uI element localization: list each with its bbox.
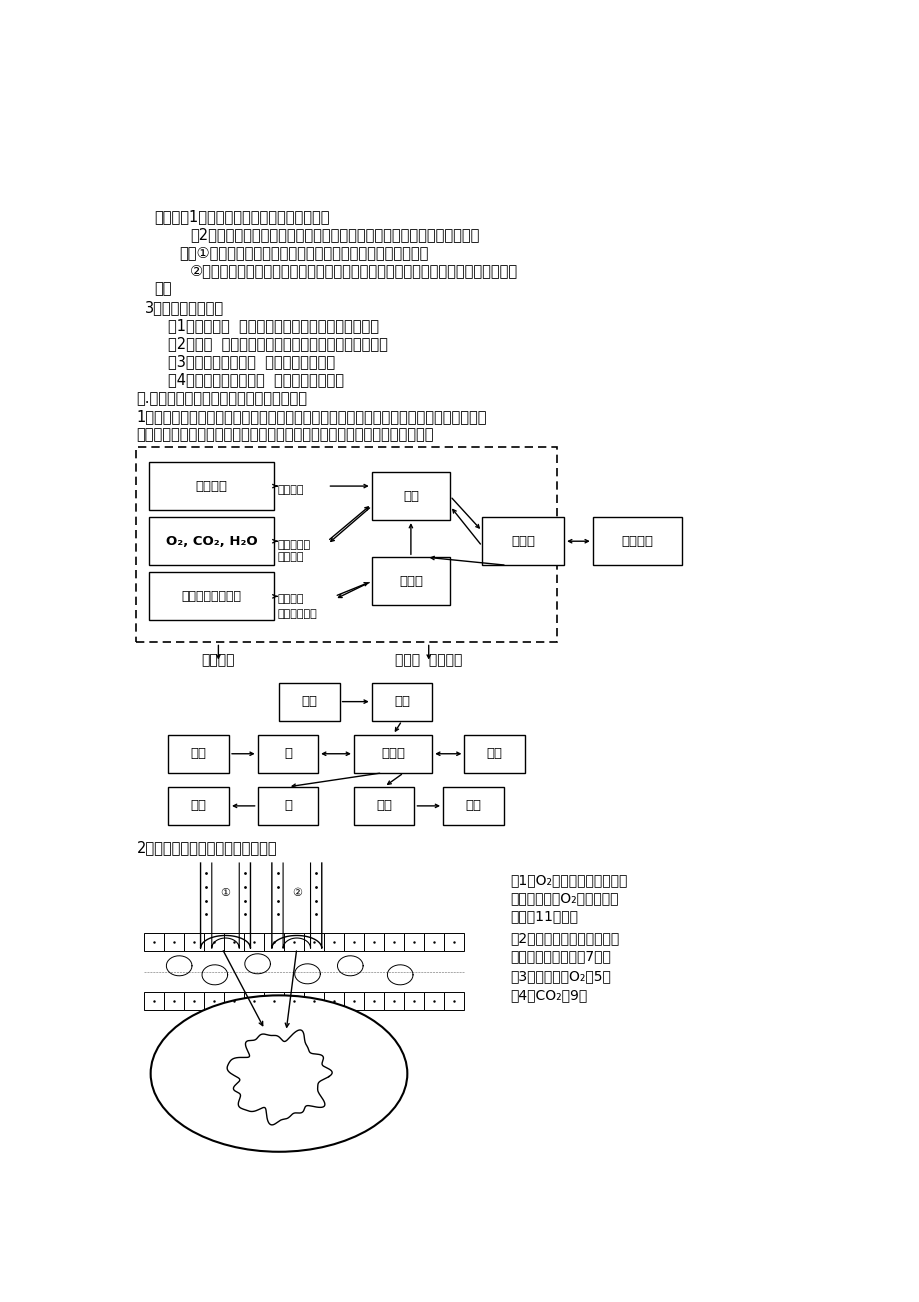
Bar [244, 934, 264, 952]
Bar [164, 992, 184, 1010]
Text: 肾小管重吸收: 肾小管重吸收 [278, 609, 317, 620]
Bar [424, 992, 444, 1010]
Text: 体外: 体外 [301, 695, 317, 708]
Text: ②因为呼吸酶、血红蛋白是细胞内蛋白，载体是细胞膜上的蛋白，消化酶存在于消化: ②因为呼吸酶、血红蛋白是细胞内蛋白，载体是细胞膜上的蛋白，消化酶存在于消化 [189, 263, 517, 279]
Text: 呼吸系统: 呼吸系统 [278, 552, 304, 562]
Bar [344, 992, 364, 1010]
FancyBboxPatch shape [371, 682, 432, 721]
FancyBboxPatch shape [443, 786, 503, 825]
FancyBboxPatch shape [168, 734, 229, 773]
Text: 3．组织水肿的原因: 3．组织水肿的原因 [145, 301, 224, 315]
Bar [403, 992, 424, 1010]
Bar [203, 934, 223, 952]
Bar [303, 992, 323, 1010]
Bar [424, 934, 444, 952]
Text: （2）过敏  毛细血管的通透性上升，组织液渗透压上升: （2）过敏 毛细血管的通透性上升，组织液渗透压上升 [168, 336, 388, 352]
FancyBboxPatch shape [371, 473, 449, 521]
Bar [444, 934, 464, 952]
Bar [143, 934, 164, 952]
Text: 体外: 体外 [465, 799, 481, 812]
FancyBboxPatch shape [464, 734, 525, 773]
Bar [244, 992, 264, 1010]
Text: 组织液: 组织液 [511, 535, 535, 548]
Bar [323, 934, 344, 952]
FancyBboxPatch shape [136, 447, 557, 642]
Bar [184, 934, 203, 952]
Text: 的物质，同时又不断排出代谢所产生的废物，从而维持细胞正常的生命活动。: 的物质，同时又不断排出代谢所产生的废物，从而维持细胞正常的生命活动。 [136, 427, 434, 443]
Text: 2．计算物质至少穿过的生物膜层数: 2．计算物质至少穿过的生物膜层数 [136, 841, 277, 855]
Text: 营养物质: 营养物质 [196, 479, 227, 492]
Text: 细胞: 细胞 [486, 747, 502, 760]
FancyBboxPatch shape [149, 462, 274, 510]
Text: 淋巴液: 淋巴液 [399, 574, 423, 587]
Text: 外界环境: 外界环境 [201, 654, 235, 668]
Text: （1）营养不良  血浆渗透压下降，组织液渗透压下降: （1）营养不良 血浆渗透压下降，组织液渗透压下降 [168, 318, 379, 333]
FancyBboxPatch shape [592, 517, 681, 565]
Bar [264, 992, 284, 1010]
Bar [403, 934, 424, 952]
Bar [444, 992, 464, 1010]
Text: 腔。: 腔。 [154, 281, 172, 296]
Bar [344, 934, 364, 952]
Bar [223, 992, 244, 1010]
Bar [384, 992, 403, 1010]
Bar [264, 934, 284, 952]
FancyBboxPatch shape [482, 517, 563, 565]
Bar [164, 934, 184, 952]
Text: 血浆: 血浆 [403, 490, 418, 503]
FancyBboxPatch shape [257, 786, 318, 825]
Text: 小肠: 小肠 [393, 695, 410, 708]
Text: （2）纤维蛋白质、尿素、胰岛素、呼吸酶、胰岛素是否处于内环境成分？: （2）纤维蛋白质、尿素、胰岛素、呼吸酶、胰岛素是否处于内环境成分？ [189, 227, 479, 242]
Ellipse shape [151, 995, 407, 1152]
Text: 三.细胞通过内环境与外界环境进行物质交换: 三.细胞通过内环境与外界环境进行物质交换 [136, 392, 307, 406]
Text: 内环境  循环系统: 内环境 循环系统 [394, 654, 462, 668]
Text: 泌尿系统: 泌尿系统 [278, 594, 304, 604]
Bar [303, 934, 323, 952]
Text: 消化、呼吸: 消化、呼吸 [278, 540, 311, 551]
Text: 少穿过11层膜。: 少穿过11层膜。 [510, 909, 578, 923]
Text: 废物，水，无机盐: 废物，水，无机盐 [181, 590, 242, 603]
Text: （4）CO₂：9层: （4）CO₂：9层 [510, 988, 587, 1003]
Text: 皮肤: 皮肤 [376, 799, 391, 812]
Text: （3）血浆中的O₂：5层: （3）血浆中的O₂：5层 [510, 969, 611, 983]
Text: 消化系统: 消化系统 [278, 486, 304, 495]
Text: O₂, CO₂, H₂O: O₂, CO₂, H₂O [165, 535, 257, 548]
Bar [284, 934, 303, 952]
Bar [223, 934, 244, 952]
Text: 粒体被运用，O₂进入人体至: 粒体被运用，O₂进入人体至 [510, 891, 618, 905]
Text: 补充：（1）草履虫等单细胞生物没有内环境: 补充：（1）草履虫等单细胞生物没有内环境 [154, 208, 329, 224]
Text: （4）局部组织代谢过旺  组织液渗透压上升: （4）局部组织代谢过旺 组织液渗透压上升 [168, 372, 344, 387]
Text: 内环境: 内环境 [380, 747, 404, 760]
Text: 肾: 肾 [284, 799, 291, 812]
Text: ①: ① [221, 888, 231, 898]
Text: ②: ② [291, 888, 301, 898]
Text: （3）毛细淋巴管受阻  组织液渗透压上升: （3）毛细淋巴管受阻 组织液渗透压上升 [168, 354, 335, 370]
FancyBboxPatch shape [354, 786, 414, 825]
Bar [364, 992, 384, 1010]
Text: 1．细胞作为一个开放系统，可以直接内环境进行物质交换，不断获取进行生命活动所需要: 1．细胞作为一个开放系统，可以直接内环境进行物质交换，不断获取进行生命活动所需要 [136, 409, 486, 424]
FancyBboxPatch shape [257, 734, 318, 773]
FancyBboxPatch shape [168, 786, 229, 825]
Text: 组织细胞: 组织细胞 [620, 535, 652, 548]
Bar [323, 992, 344, 1010]
Bar [143, 992, 164, 1010]
FancyBboxPatch shape [149, 573, 274, 621]
Text: 肺: 肺 [284, 747, 291, 760]
Text: 答：①呼吸酶、血红蛋白、载体、消化酶，均不属于内环境成分: 答：①呼吸酶、血红蛋白、载体、消化酶，均不属于内环境成分 [179, 245, 428, 260]
Bar [184, 992, 203, 1010]
Text: 体外: 体外 [190, 747, 207, 760]
Bar [384, 934, 403, 952]
Text: （1）O₂：红细胞运输，在线: （1）O₂：红细胞运输，在线 [510, 874, 628, 887]
FancyBboxPatch shape [278, 682, 339, 721]
Text: （2）葡萄糖：在细胞质基质: （2）葡萄糖：在细胞质基质 [510, 931, 619, 945]
Text: 体外: 体外 [190, 799, 207, 812]
FancyBboxPatch shape [354, 734, 432, 773]
Bar [203, 992, 223, 1010]
Bar [284, 992, 303, 1010]
FancyBboxPatch shape [149, 517, 274, 565]
Text: 中被利用，至少穿过7层。: 中被利用，至少穿过7层。 [510, 949, 611, 963]
FancyBboxPatch shape [371, 557, 449, 605]
Bar [364, 934, 384, 952]
